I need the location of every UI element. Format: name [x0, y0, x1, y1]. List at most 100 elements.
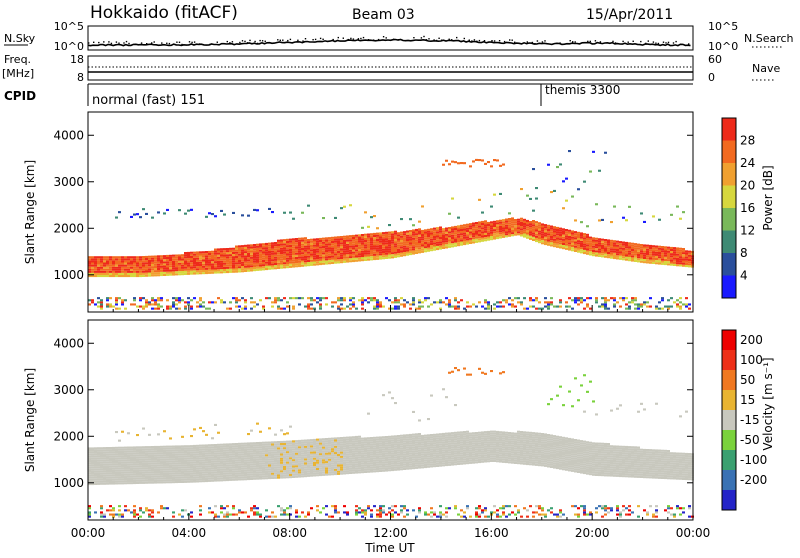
heatmap-cell: [163, 452, 166, 454]
heatmap-cell: [301, 475, 304, 477]
heatmap-cell: [244, 470, 247, 472]
heatmap-cell: [322, 507, 325, 509]
heatmap-cell: [277, 299, 280, 301]
heatmap-cell: [610, 242, 613, 244]
heatmap-cell: [355, 469, 358, 471]
heatmap-cell: [139, 453, 142, 455]
heatmap-cell: [352, 449, 355, 451]
heatmap-cell: [274, 448, 277, 450]
heatmap-cell: [265, 475, 268, 477]
heatmap-cell: [643, 303, 646, 305]
heatmap-cell: [355, 467, 358, 469]
heatmap-cell: [469, 165, 472, 167]
nsearch-dot: [166, 43, 167, 44]
heatmap-cell: [379, 247, 382, 249]
heatmap-cell: [238, 451, 241, 453]
heatmap-cell: [646, 245, 649, 247]
heatmap-cell: [601, 306, 604, 308]
heatmap-cell: [352, 239, 355, 241]
heatmap-cell: [190, 468, 193, 470]
heatmap-cell: [619, 256, 622, 258]
heatmap-cell: [211, 450, 214, 452]
heatmap-cell: [439, 231, 442, 233]
heatmap-cell: [676, 252, 679, 254]
heatmap-cell: [409, 232, 412, 234]
heatmap-cell: [223, 257, 226, 259]
heatmap-cell: [481, 225, 484, 227]
heatmap-cell: [271, 443, 274, 445]
heatmap-cell: [100, 447, 103, 449]
heatmap-cell: [349, 260, 352, 262]
heatmap-cell: [322, 263, 325, 265]
heatmap-cell: [163, 272, 166, 274]
heatmap-cell: [352, 260, 355, 262]
heatmap-cell: [214, 251, 217, 253]
heatmap-cell: [385, 255, 388, 257]
heatmap-cell: [307, 252, 310, 254]
heatmap-cell: [244, 474, 247, 476]
heatmap-cell: [274, 452, 277, 454]
heatmap-cell: [271, 466, 274, 468]
heatmap-cell: [166, 308, 169, 310]
heatmap-cell: [328, 440, 331, 442]
heatmap-cell: [379, 451, 382, 453]
heatmap-cell: [283, 264, 286, 266]
heatmap-cell: [268, 243, 271, 245]
heatmap-cell: [205, 467, 208, 469]
heatmap-cell: [685, 303, 688, 305]
heatmap-cell: [418, 251, 421, 253]
heatmap-cell: [103, 460, 106, 462]
heatmap-cell: [235, 466, 238, 468]
heatmap-cell: [121, 301, 124, 303]
heatmap-cell: [139, 297, 142, 299]
heatmap-cell: [325, 237, 328, 239]
heatmap-cell: [235, 472, 238, 474]
heatmap-cell: [439, 233, 442, 235]
heatmap-cell: [424, 246, 427, 248]
heatmap-cell: [613, 306, 616, 308]
heatmap-cell: [295, 449, 298, 451]
heatmap-cell: [523, 308, 526, 310]
heatmap-cell: [352, 237, 355, 239]
heatmap-cell: [583, 299, 586, 301]
heatmap-cell: [385, 234, 388, 236]
heatmap-cell: [157, 270, 160, 272]
heatmap-cell: [148, 266, 151, 268]
heatmap-cell: [100, 273, 103, 275]
heatmap-cell: [634, 256, 637, 258]
heatmap-cell: [463, 237, 466, 239]
heatmap-cell: [616, 245, 619, 247]
heatmap-cell: [292, 257, 295, 259]
heatmap-cell: [340, 473, 343, 475]
heatmap-cell: [391, 509, 394, 511]
heatmap-cell: [265, 471, 268, 473]
heatmap-cell: [94, 275, 97, 277]
heatmap-cell: [634, 308, 637, 310]
heatmap-cell: [226, 456, 229, 458]
heatmap-cell: [364, 467, 367, 469]
heatmap-cell: [565, 229, 568, 231]
heatmap-cell: [193, 449, 196, 451]
heatmap-cell: [253, 250, 256, 252]
heatmap-cell: [271, 475, 274, 477]
heatmap-cell: [436, 240, 439, 242]
heatmap-cell: [562, 245, 565, 247]
heatmap-cell: [181, 447, 184, 449]
heatmap-cell: [388, 446, 391, 448]
heatmap-cell: [136, 514, 139, 516]
heatmap-cell: [115, 457, 118, 459]
heatmap-cell: [175, 265, 178, 267]
heatmap-cell: [676, 254, 679, 256]
heatmap-cell: [643, 257, 646, 259]
heatmap-cell: [127, 256, 130, 258]
heatmap-cell: [469, 236, 472, 238]
heatmap-cell: [565, 306, 568, 308]
heatmap-cell: [100, 456, 103, 458]
heatmap-cell: [289, 474, 292, 476]
nsearch-dot: [494, 40, 495, 41]
heatmap-cell: [490, 221, 493, 223]
heatmap-cell: [127, 271, 130, 273]
heatmap-cell: [271, 446, 274, 448]
heatmap-cell: [247, 442, 250, 444]
heatmap-cell: [100, 514, 103, 516]
